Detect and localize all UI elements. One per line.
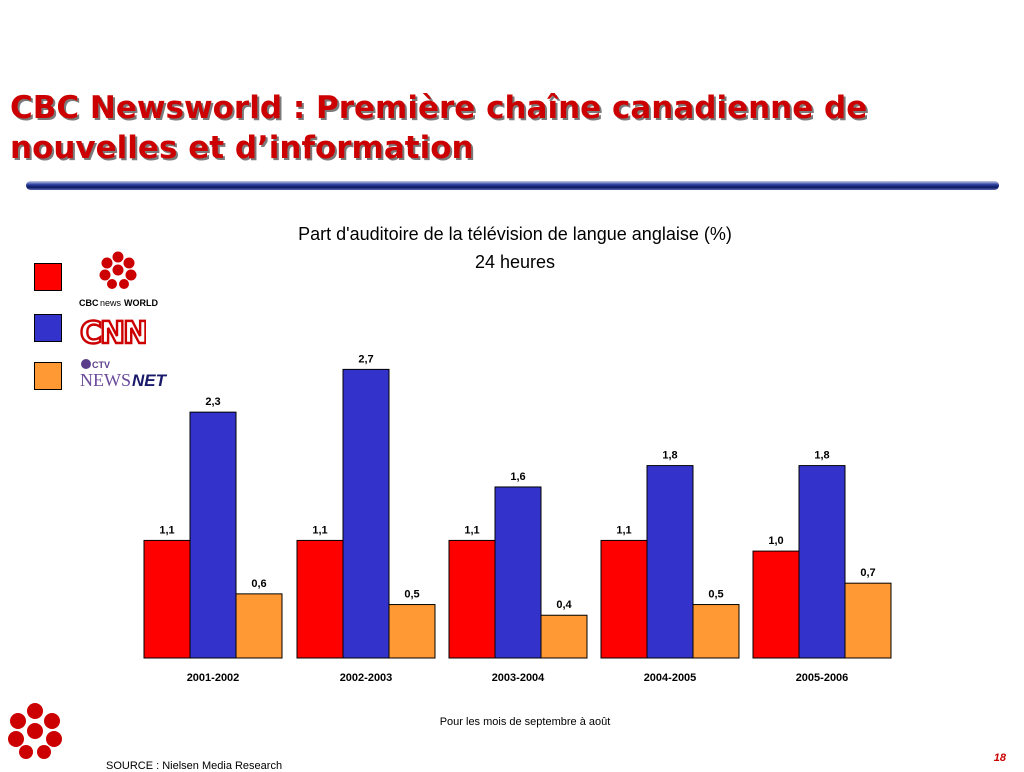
bar-2001-2002-series-0 <box>143 539 191 659</box>
cbc-newsworld-logo: CBC news WORLD <box>79 251 158 308</box>
data-label-2001-2002-series-2: 0,6 <box>251 578 266 590</box>
bar-2002-2003-series-0 <box>296 539 344 659</box>
category-label-2001-2002: 2001-2002 <box>187 672 240 684</box>
svg-text:CBC: CBC <box>79 298 99 308</box>
svg-text:NET: NET <box>132 371 168 390</box>
bar-2004-2005-series-2 <box>692 604 740 659</box>
page-number: 18 <box>993 752 1006 764</box>
bar-2005-2006-series-0 <box>752 550 800 659</box>
data-label-2002-2003-series-1: 2,7 <box>358 353 373 365</box>
chart-note: Pour les mois de septembre à août <box>439 716 611 728</box>
bar-2001-2002-series-1 <box>189 411 237 659</box>
bar-2002-2003-series-1 <box>342 368 390 659</box>
category-label-2005-2006: 2005-2006 <box>796 672 849 684</box>
category-label-2004-2005: 2004-2005 <box>644 672 697 684</box>
cnn-logo: CNN <box>80 315 146 347</box>
bar-2003-2004-series-2 <box>540 614 588 659</box>
data-label-2001-2002-series-0: 1,1 <box>159 524 174 536</box>
data-label-2005-2006-series-1: 1,8 <box>814 450 829 462</box>
data-label-2005-2006-series-0: 1,0 <box>768 535 783 547</box>
bar-2004-2005-series-0 <box>600 539 648 659</box>
bar-2003-2004-series-1 <box>494 486 542 659</box>
source-note: SOURCE : Nielsen Media Research <box>106 760 283 772</box>
data-label-2002-2003-series-2: 0,5 <box>404 589 419 601</box>
chart-subtitle: 24 heures <box>474 252 556 272</box>
legend-swatch-cbc <box>34 263 62 291</box>
data-label-2004-2005-series-1: 1,8 <box>662 450 677 462</box>
chart-title: Part d'auditoire de la télévision de lan… <box>298 224 732 244</box>
data-label-2004-2005-series-2: 0,5 <box>708 589 723 601</box>
svg-text:news: news <box>100 298 122 308</box>
svg-text:CTV: CTV <box>92 360 110 370</box>
bar-2002-2003-series-2 <box>388 604 436 659</box>
bar-2004-2005-series-1 <box>646 465 694 659</box>
category-label-2002-2003: 2002-2003 <box>340 672 393 684</box>
title-divider <box>26 181 999 190</box>
bar-2005-2006-series-1 <box>798 465 846 659</box>
data-label-2002-2003-series-0: 1,1 <box>312 524 327 536</box>
bar-2005-2006-series-2 <box>844 582 892 659</box>
slide-title-line-1: CBC Newsworld : Première chaîne canadien… <box>10 90 868 126</box>
svg-text:WORLD: WORLD <box>124 298 158 308</box>
legend-swatch-cnn <box>34 314 62 342</box>
svg-text:NEWS: NEWS <box>80 370 131 390</box>
ctv-newsnet-logo: CTV NEWS NET <box>80 359 168 390</box>
data-label-2001-2002-series-1: 2,3 <box>205 396 220 408</box>
data-label-2004-2005-series-0: 1,1 <box>616 524 631 536</box>
bar-2001-2002-series-2 <box>235 593 283 659</box>
data-label-2003-2004-series-1: 1,6 <box>510 471 525 483</box>
data-label-2005-2006-series-2: 0,7 <box>860 567 875 579</box>
cbc-gem-logo <box>8 703 62 759</box>
data-label-2003-2004-series-0: 1,1 <box>464 524 479 536</box>
svg-text:CNN: CNN <box>80 316 146 347</box>
slide-title: CBC Newsworld : Première chaîne canadien… <box>10 88 1010 168</box>
legend-swatch-newsnet <box>34 362 62 390</box>
data-label-2003-2004-series-2: 0,4 <box>556 599 572 611</box>
category-label-2003-2004: 2003-2004 <box>492 672 545 684</box>
slide-title-line-2: nouvelles et d’information <box>10 130 474 166</box>
bar-2003-2004-series-0 <box>448 539 496 659</box>
